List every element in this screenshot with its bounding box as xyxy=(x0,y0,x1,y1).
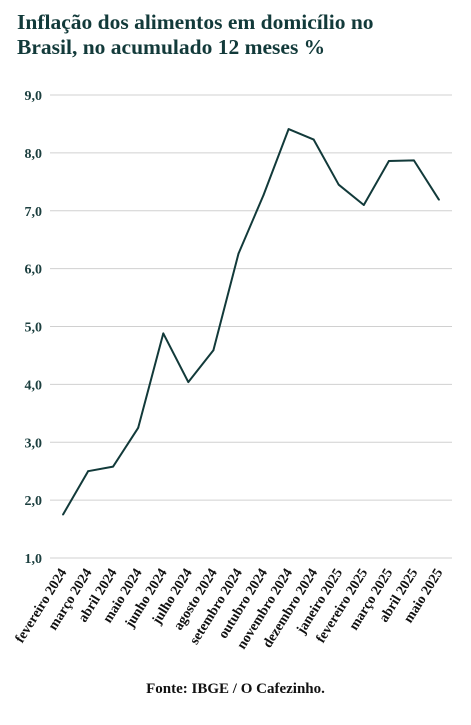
chart-title: Inflação dos alimentos em domicílio no B… xyxy=(17,10,457,60)
data-point xyxy=(312,138,315,141)
chart-title-line-1: Inflação dos alimentos em domicílio no xyxy=(17,10,374,34)
y-tick-label: 5,0 xyxy=(25,321,43,336)
source-note: Fonte: IBGE / O Cafezinho. xyxy=(146,681,325,697)
data-point xyxy=(262,194,265,197)
data-point xyxy=(413,159,415,162)
data-point xyxy=(362,204,365,206)
y-tick-label: 9,0 xyxy=(25,89,43,104)
chart-title-line-2: Brasil, no acumulado 12 meses % xyxy=(17,35,326,59)
data-point xyxy=(438,198,440,201)
series-line xyxy=(62,128,440,516)
data-point xyxy=(237,252,240,255)
data-point xyxy=(337,183,340,186)
data-point xyxy=(212,349,215,352)
y-tick-label: 2,0 xyxy=(25,494,43,509)
data-point xyxy=(112,465,115,468)
data-point xyxy=(87,470,89,473)
y-tick-label: 3,0 xyxy=(25,436,43,451)
data-point xyxy=(162,332,165,335)
data-point xyxy=(62,513,64,516)
gridlines xyxy=(50,94,452,559)
y-tick-label: 6,0 xyxy=(25,263,43,278)
y-axis-tick-labels: 1,0 2,0 3,0 4,0 5,0 6,0 7,0 8,0 9,0 xyxy=(25,89,43,567)
y-tick-label: 7,0 xyxy=(25,205,43,220)
y-tick-label: 1,0 xyxy=(25,552,43,567)
data-point xyxy=(287,128,290,131)
data-point xyxy=(137,426,140,429)
y-tick-label: 8,0 xyxy=(25,147,43,162)
line-chart: 1,0 2,0 3,0 4,0 5,0 6,0 7,0 8,0 9,0 fevereiro 20… xyxy=(13,89,452,652)
y-tick-label: 4,0 xyxy=(25,378,43,393)
data-point xyxy=(187,381,190,383)
series-layer xyxy=(62,128,440,516)
data-point xyxy=(387,160,390,162)
